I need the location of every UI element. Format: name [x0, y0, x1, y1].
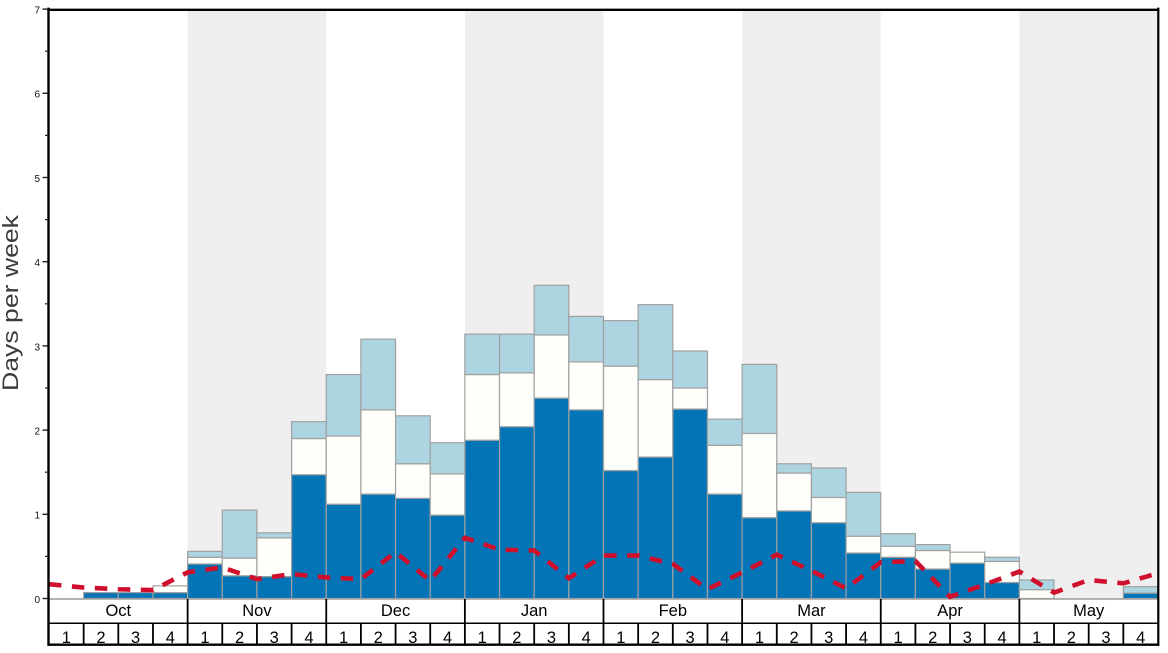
svg-text:2: 2	[512, 629, 521, 647]
svg-text:4: 4	[166, 629, 175, 647]
svg-text:7: 7	[34, 6, 40, 17]
svg-text:0: 0	[34, 595, 40, 606]
svg-text:2: 2	[235, 629, 244, 647]
svg-text:May: May	[1073, 602, 1105, 620]
svg-text:Nov: Nov	[242, 602, 272, 620]
svg-text:5: 5	[34, 174, 40, 185]
svg-text:4: 4	[34, 258, 40, 269]
svg-text:3: 3	[824, 629, 833, 647]
svg-text:1: 1	[1032, 629, 1041, 647]
svg-text:4: 4	[582, 629, 591, 647]
svg-text:1: 1	[755, 629, 764, 647]
svg-text:3: 3	[408, 629, 417, 647]
svg-text:4: 4	[997, 629, 1006, 647]
svg-text:2: 2	[1067, 629, 1076, 647]
svg-text:Days per week: Days per week	[0, 214, 23, 391]
svg-text:Feb: Feb	[659, 602, 687, 620]
svg-text:1: 1	[62, 629, 71, 647]
svg-text:3: 3	[1101, 629, 1110, 647]
svg-text:4: 4	[859, 629, 868, 647]
svg-text:2: 2	[96, 629, 105, 647]
svg-text:4: 4	[304, 629, 313, 647]
svg-text:1: 1	[200, 629, 209, 647]
svg-text:4: 4	[1136, 629, 1145, 647]
svg-text:3: 3	[34, 342, 40, 353]
svg-text:1: 1	[616, 629, 625, 647]
svg-text:3: 3	[547, 629, 556, 647]
svg-text:2: 2	[651, 629, 660, 647]
svg-text:3: 3	[131, 629, 140, 647]
svg-text:3: 3	[963, 629, 972, 647]
svg-text:2: 2	[34, 427, 40, 438]
svg-text:1: 1	[339, 629, 348, 647]
svg-text:1: 1	[893, 629, 902, 647]
svg-text:Jan: Jan	[521, 602, 548, 620]
svg-text:1: 1	[478, 629, 487, 647]
svg-text:4: 4	[720, 629, 729, 647]
svg-text:Mar: Mar	[797, 602, 826, 620]
svg-text:Apr: Apr	[937, 602, 963, 620]
svg-text:2: 2	[790, 629, 799, 647]
svg-text:6: 6	[34, 90, 40, 101]
svg-text:2: 2	[928, 629, 937, 647]
svg-text:3: 3	[686, 629, 695, 647]
svg-text:3: 3	[270, 629, 279, 647]
svg-text:4: 4	[443, 629, 452, 647]
svg-text:Dec: Dec	[381, 602, 410, 620]
svg-text:2: 2	[374, 629, 383, 647]
svg-text:Oct: Oct	[105, 602, 131, 620]
svg-text:1: 1	[34, 511, 40, 522]
